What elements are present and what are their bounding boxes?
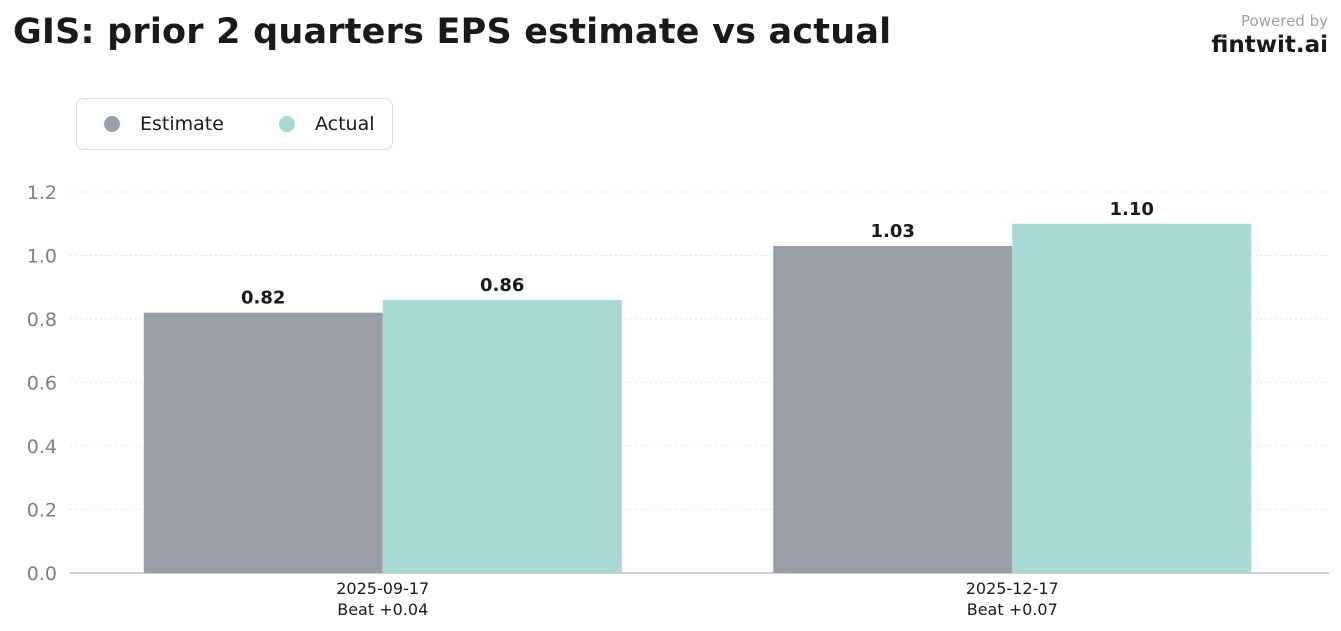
legend-label-estimate: Estimate (140, 113, 224, 135)
legend: Estimate Actual (76, 98, 393, 150)
x-category-sublabel: Beat +0.04 (337, 600, 428, 619)
bar-estimate (143, 312, 383, 573)
y-tick-label: 1.2 (27, 182, 57, 204)
legend-item-estimate: Estimate (104, 99, 224, 149)
y-tick-label: 1.0 (27, 246, 57, 268)
bar-actual (1012, 223, 1252, 573)
bar-actual (382, 299, 622, 573)
y-tick-label: 0.2 (27, 500, 57, 522)
bar-value-label: 1.03 (871, 221, 915, 242)
x-category-sublabel: Beat +0.07 (967, 600, 1058, 619)
x-category-label: 2025-12-17 (966, 579, 1059, 598)
legend-label-actual: Actual (315, 113, 375, 135)
x-category-label: 2025-09-17 (336, 579, 429, 598)
legend-dot-estimate (104, 116, 120, 132)
y-tick-label: 0.8 (27, 309, 57, 331)
chart-title: GIS: prior 2 quarters EPS estimate vs ac… (13, 12, 892, 52)
bar-value-label: 0.82 (241, 288, 285, 309)
legend-dot-actual (279, 116, 295, 132)
bar-value-label: 1.10 (1110, 199, 1154, 220)
brand-logo-text: fintwit.ai (1211, 32, 1328, 58)
y-tick-label: 0.4 (27, 436, 57, 458)
bar-estimate (773, 245, 1013, 573)
powered-by-text: Powered by (1241, 12, 1328, 30)
bar-value-label: 0.86 (480, 275, 524, 296)
y-tick-label: 0.0 (27, 563, 57, 585)
y-tick-label: 0.6 (27, 373, 57, 395)
legend-item-actual: Actual (279, 99, 375, 149)
